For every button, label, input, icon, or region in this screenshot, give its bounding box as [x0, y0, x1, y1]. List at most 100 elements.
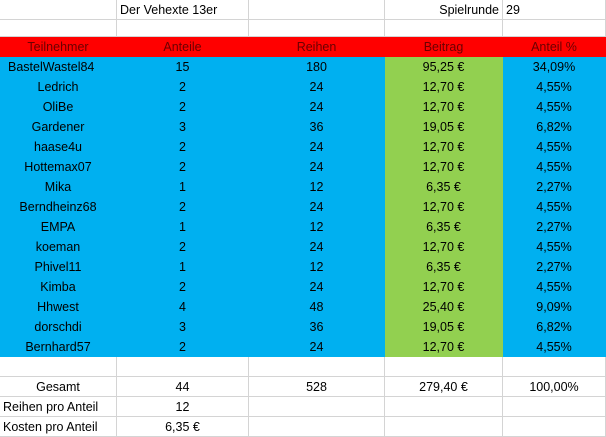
round-label[interactable]: Spielrunde	[385, 0, 503, 20]
participant-name[interactable]: Hottemax07	[0, 157, 117, 177]
header-contribution[interactable]: Beitrag	[385, 37, 503, 57]
participant-share-pct[interactable]: 2,27%	[503, 177, 606, 197]
participant-contribution[interactable]: 12,70 €	[385, 157, 503, 177]
participant-contribution[interactable]: 12,70 €	[385, 97, 503, 117]
participant-name[interactable]: Gardener	[0, 117, 117, 137]
participant-rows[interactable]: 24	[249, 237, 385, 257]
participant-share-pct[interactable]: 6,82%	[503, 317, 606, 337]
participant-contribution[interactable]: 12,70 €	[385, 277, 503, 297]
participant-name[interactable]: Mika	[0, 177, 117, 197]
participant-share-pct[interactable]: 4,55%	[503, 97, 606, 117]
participant-share-pct[interactable]: 4,55%	[503, 237, 606, 257]
participant-contribution[interactable]: 6,35 €	[385, 257, 503, 277]
participant-name[interactable]: Hhwest	[0, 297, 117, 317]
participant-shares[interactable]: 2	[117, 77, 249, 97]
participant-name[interactable]: Phivel11	[0, 257, 117, 277]
participant-shares[interactable]: 1	[117, 217, 249, 237]
participant-contribution[interactable]: 12,70 €	[385, 337, 503, 357]
cell-empty[interactable]	[385, 20, 503, 37]
participant-name[interactable]: Bernhard57	[0, 337, 117, 357]
participant-shares[interactable]: 2	[117, 337, 249, 357]
participant-share-pct[interactable]: 4,55%	[503, 277, 606, 297]
totals-label[interactable]: Gesamt	[0, 377, 117, 397]
participant-rows[interactable]: 180	[249, 57, 385, 77]
participant-rows[interactable]: 24	[249, 337, 385, 357]
participant-name[interactable]: Kimba	[0, 277, 117, 297]
participant-share-pct[interactable]: 2,27%	[503, 217, 606, 237]
cell-empty[interactable]	[117, 20, 249, 37]
rows-per-share-label[interactable]: Reihen pro Anteil	[0, 397, 117, 417]
participant-shares[interactable]: 2	[117, 197, 249, 217]
cell-empty[interactable]	[385, 417, 503, 437]
header-rows[interactable]: Reihen	[249, 37, 385, 57]
cell-empty[interactable]	[0, 357, 117, 377]
participant-shares[interactable]: 2	[117, 97, 249, 117]
participant-share-pct[interactable]: 4,55%	[503, 197, 606, 217]
cell-empty[interactable]	[249, 20, 385, 37]
participant-rows[interactable]: 36	[249, 117, 385, 137]
participant-shares[interactable]: 4	[117, 297, 249, 317]
participant-name[interactable]: koeman	[0, 237, 117, 257]
participant-contribution[interactable]: 19,05 €	[385, 117, 503, 137]
participant-shares[interactable]: 2	[117, 157, 249, 177]
participant-rows[interactable]: 12	[249, 217, 385, 237]
participant-rows[interactable]: 24	[249, 277, 385, 297]
cell-empty[interactable]	[117, 357, 249, 377]
header-name[interactable]: Teilnehmer	[0, 37, 117, 57]
participant-shares[interactable]: 15	[117, 57, 249, 77]
cell-empty[interactable]	[249, 357, 385, 377]
participant-rows[interactable]: 24	[249, 137, 385, 157]
participant-shares[interactable]: 1	[117, 257, 249, 277]
sheet-title[interactable]: Der Vehexte 13er	[117, 0, 249, 20]
participant-contribution[interactable]: 12,70 €	[385, 237, 503, 257]
participant-contribution[interactable]: 12,70 €	[385, 137, 503, 157]
participant-rows[interactable]: 12	[249, 177, 385, 197]
participant-rows[interactable]: 48	[249, 297, 385, 317]
participant-contribution[interactable]: 12,70 €	[385, 77, 503, 97]
participant-share-pct[interactable]: 2,27%	[503, 257, 606, 277]
totals-contribution[interactable]: 279,40 €	[385, 377, 503, 397]
participant-shares[interactable]: 3	[117, 317, 249, 337]
participant-contribution[interactable]: 25,40 €	[385, 297, 503, 317]
totals-shares[interactable]: 44	[117, 377, 249, 397]
cost-per-share-value[interactable]: 6,35 €	[117, 417, 249, 437]
participant-rows[interactable]: 24	[249, 77, 385, 97]
cell-empty[interactable]	[249, 417, 385, 437]
participant-name[interactable]: Ledrich	[0, 77, 117, 97]
participant-share-pct[interactable]: 4,55%	[503, 77, 606, 97]
participant-shares[interactable]: 2	[117, 237, 249, 257]
totals-rows[interactable]: 528	[249, 377, 385, 397]
participant-name[interactable]: OliBe	[0, 97, 117, 117]
participant-share-pct[interactable]: 34,09%	[503, 57, 606, 77]
cost-per-share-label[interactable]: Kosten pro Anteil	[0, 417, 117, 437]
participant-contribution[interactable]: 19,05 €	[385, 317, 503, 337]
cell-empty[interactable]	[249, 0, 385, 20]
participant-share-pct[interactable]: 9,09%	[503, 297, 606, 317]
participant-shares[interactable]: 3	[117, 117, 249, 137]
totals-share-pct[interactable]: 100,00%	[503, 377, 606, 397]
cell-empty[interactable]	[385, 357, 503, 377]
participant-rows[interactable]: 36	[249, 317, 385, 337]
cell-empty[interactable]	[385, 397, 503, 417]
header-shares[interactable]: Anteile	[117, 37, 249, 57]
participant-rows[interactable]: 12	[249, 257, 385, 277]
header-share-pct[interactable]: Anteil %	[503, 37, 606, 57]
participant-name[interactable]: dorschdi	[0, 317, 117, 337]
cell-empty[interactable]	[503, 20, 606, 37]
participant-share-pct[interactable]: 6,82%	[503, 117, 606, 137]
participant-contribution[interactable]: 6,35 €	[385, 217, 503, 237]
cell-empty[interactable]	[503, 357, 606, 377]
participant-contribution[interactable]: 6,35 €	[385, 177, 503, 197]
participant-share-pct[interactable]: 4,55%	[503, 337, 606, 357]
participant-shares[interactable]: 2	[117, 137, 249, 157]
participant-share-pct[interactable]: 4,55%	[503, 137, 606, 157]
cell-empty[interactable]	[503, 397, 606, 417]
participant-name[interactable]: Berndheinz68	[0, 197, 117, 217]
participant-share-pct[interactable]: 4,55%	[503, 157, 606, 177]
participant-rows[interactable]: 24	[249, 157, 385, 177]
participant-name[interactable]: BastelWastel84	[0, 57, 117, 77]
rows-per-share-value[interactable]: 12	[117, 397, 249, 417]
participant-rows[interactable]: 24	[249, 197, 385, 217]
participant-rows[interactable]: 24	[249, 97, 385, 117]
participant-shares[interactable]: 1	[117, 177, 249, 197]
